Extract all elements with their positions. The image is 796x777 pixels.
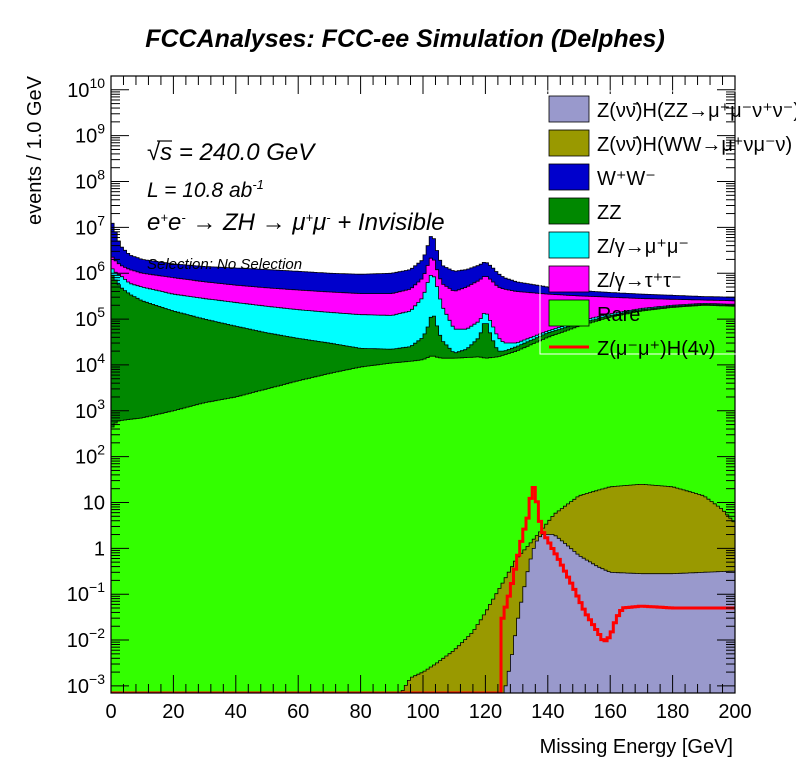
x-tick-label-120: 120: [469, 701, 502, 723]
x-tick-label-180: 180: [656, 701, 689, 723]
x-axis-label: Missing Energy [GeV]: [540, 736, 733, 758]
y-tick-label: 10: [83, 492, 105, 514]
legend-label-z-h-ww: Z(νν̄)H(WW→μ⁺νμ⁻ν): [597, 134, 792, 156]
legend-label-z: Z/γ→τ⁺τ⁻: [597, 270, 682, 292]
x-tick-label-0: 0: [105, 701, 116, 723]
y-axis: 10−3 10−2 10−1 1 10 102 103 104 105 106 107 108 109 1…: [67, 75, 735, 698]
stacked-areas: [111, 222, 735, 693]
legend-box: [539, 90, 796, 355]
annotation-selection: Selection: No Selection: [147, 256, 302, 273]
legend-swatch-z-h-zz: [548, 95, 590, 123]
y-tick-label: 1: [94, 538, 105, 560]
y-tick-label: 108: [75, 167, 105, 194]
annotation-lumi: L = 10.8 ab-1: [147, 177, 264, 202]
y-tick-label: 10−2: [67, 625, 105, 652]
legend-swatch-z: [548, 231, 590, 259]
signal-line-group: [111, 486, 735, 693]
line-z-h-4: [111, 486, 735, 693]
legend-label-zz: ZZ: [597, 202, 621, 224]
legend-swatch-z-h-ww: [548, 129, 590, 157]
y-tick-label: 107: [75, 212, 105, 239]
x-tick-label-100: 100: [406, 701, 439, 723]
annotation-sqrt-s: √s = 240.0 GeV: [147, 139, 316, 166]
legend-label-z-h-zz: Z(νν̄)H(ZZ→μ⁺μ⁻ν⁺ν⁻): [597, 100, 796, 122]
annotations: √s = 240.0 GeV L = 10.8 ab-1 e+e- → ZH → μ…: [147, 139, 445, 273]
y-tick-label: 106: [75, 258, 105, 285]
y-tick-label: 10−3: [67, 671, 105, 698]
y-tick-label: 1010: [67, 75, 105, 102]
y-tick-label: 105: [75, 304, 105, 331]
x-tick-label-80: 80: [349, 701, 371, 723]
x-tick-label-140: 140: [531, 701, 564, 723]
y-tick-label: 109: [75, 121, 105, 148]
legend-label-z: Z/γ→μ⁺μ⁻: [597, 236, 689, 258]
y-tick-label: 104: [75, 350, 105, 377]
annotation-process: e+e- → ZH → μ+μ- + Invisible: [147, 209, 445, 236]
legend-swatch-z: [548, 265, 590, 293]
legend: Z(νν̄)H(ZZ→μ⁺μ⁻ν⁺ν⁻) Z(νν̄)H(WW→μ⁺νμ⁻ν) W⁺…: [539, 90, 796, 360]
x-axis: 0 20 40 60 80 100 120 140 160 180 200: [105, 76, 752, 723]
x-tick-label-60: 60: [287, 701, 309, 723]
x-tick-label-40: 40: [225, 701, 247, 723]
legend-label-z-h-4: Z(μ⁻μ⁺)H(4ν): [597, 338, 716, 360]
y-tick-label: 102: [75, 442, 105, 469]
y-tick-label: 103: [75, 396, 105, 423]
legend-swatch-rare: [548, 299, 590, 327]
x-tick-label-160: 160: [594, 701, 627, 723]
legend-swatch-zz: [548, 197, 590, 225]
legend-label-w-w: W⁺W⁻: [597, 168, 656, 190]
y-axis-label: events / 1.0 GeV: [24, 75, 46, 225]
legend-label-rare: Rare: [597, 304, 640, 326]
x-tick-label-200: 200: [718, 701, 751, 723]
y-tick-label: 10−1: [67, 579, 105, 606]
x-tick-label-20: 20: [162, 701, 184, 723]
legend-swatch-w-w: [548, 163, 590, 191]
chart-title: FCCAnalyses: FCC-ee Simulation (Delphes): [145, 25, 665, 53]
area-z-h-zz: [111, 534, 735, 693]
